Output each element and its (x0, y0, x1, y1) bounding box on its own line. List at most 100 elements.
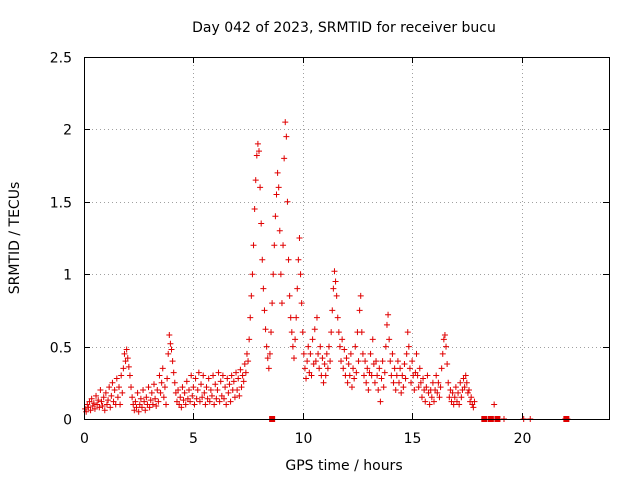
data-point (455, 389, 462, 396)
data-point (301, 365, 308, 372)
x-tick-label: 15 (404, 431, 422, 447)
data-point (439, 350, 446, 357)
data-point (230, 378, 237, 385)
data-point (260, 285, 267, 292)
data-point (116, 384, 122, 391)
data-point (240, 378, 247, 385)
data-point (193, 395, 200, 402)
data-point (87, 407, 94, 414)
data-point (414, 372, 421, 379)
data-point (400, 384, 407, 391)
data-point (108, 392, 115, 399)
data-point (238, 384, 245, 391)
data-point (296, 235, 303, 241)
data-point (413, 350, 420, 357)
data-point (259, 256, 266, 263)
data-point (171, 379, 178, 386)
data-point (338, 358, 345, 365)
chart-title: Day 042 of 2023, SRMTID for receiver buc… (192, 20, 496, 36)
data-point (258, 220, 265, 227)
data-point (305, 343, 312, 350)
data-point (371, 379, 378, 386)
data-point (151, 381, 157, 388)
data-point (129, 394, 136, 401)
data-point (297, 271, 304, 278)
data-point (404, 329, 411, 336)
data-point (304, 358, 311, 365)
data-point (491, 401, 498, 408)
data-point (443, 343, 450, 350)
data-point (422, 398, 429, 405)
data-point (264, 355, 271, 362)
data-point (170, 369, 177, 376)
data-point (350, 365, 357, 372)
data-point (175, 387, 182, 394)
data-point (287, 314, 294, 321)
data-point (468, 394, 475, 401)
plot-frame (84, 57, 610, 420)
data-point (339, 336, 346, 343)
data-point (336, 343, 343, 350)
data-point (249, 271, 256, 278)
data-point (228, 372, 235, 379)
data-point (361, 372, 367, 379)
data-point (327, 358, 334, 365)
data-point (344, 379, 351, 386)
data-point (418, 394, 425, 401)
data-point (214, 387, 221, 394)
data-point (381, 369, 388, 376)
data-point (192, 375, 199, 382)
data-point (215, 369, 222, 376)
data-point (242, 369, 249, 376)
data-point (352, 343, 359, 350)
data-point (449, 389, 456, 396)
data-point (252, 177, 259, 184)
data-point (90, 400, 97, 407)
data-point (133, 404, 140, 411)
data-point (347, 350, 354, 357)
data-point (368, 372, 375, 379)
data-point (390, 379, 397, 386)
data-point (331, 268, 338, 275)
data-point (440, 336, 447, 343)
data-point (262, 326, 269, 333)
data-point (159, 365, 166, 372)
data-point (424, 372, 431, 379)
data-point (431, 398, 437, 405)
data-point (471, 398, 478, 405)
data-point (292, 336, 299, 343)
x-tick-label: 0 (80, 431, 89, 447)
data-point (225, 389, 232, 396)
data-point (226, 381, 233, 388)
data-point (178, 404, 185, 411)
data-point (359, 350, 366, 357)
data-point (177, 394, 184, 401)
data-point (309, 336, 316, 343)
data-point (207, 387, 214, 394)
data-point (408, 379, 415, 386)
data-point (156, 372, 163, 379)
data-point (99, 402, 106, 409)
data-point (320, 379, 327, 386)
data-point (420, 375, 427, 382)
data-point (155, 398, 162, 405)
data-point (164, 375, 171, 382)
data-point (403, 350, 410, 357)
data-point (445, 379, 452, 386)
data-point (311, 326, 318, 333)
data-point (436, 394, 443, 401)
data-point (353, 369, 360, 376)
data-point (341, 346, 348, 353)
data-point (396, 379, 402, 386)
x-tick-label: 20 (514, 431, 532, 447)
data-point (194, 387, 201, 394)
data-point (393, 372, 400, 379)
data-point (88, 395, 95, 402)
data-point (313, 314, 320, 321)
data-point (93, 392, 100, 399)
data-point (335, 329, 342, 336)
data-point (227, 398, 234, 405)
data-point (101, 407, 108, 414)
data-point (307, 350, 314, 357)
data-point (355, 358, 362, 365)
